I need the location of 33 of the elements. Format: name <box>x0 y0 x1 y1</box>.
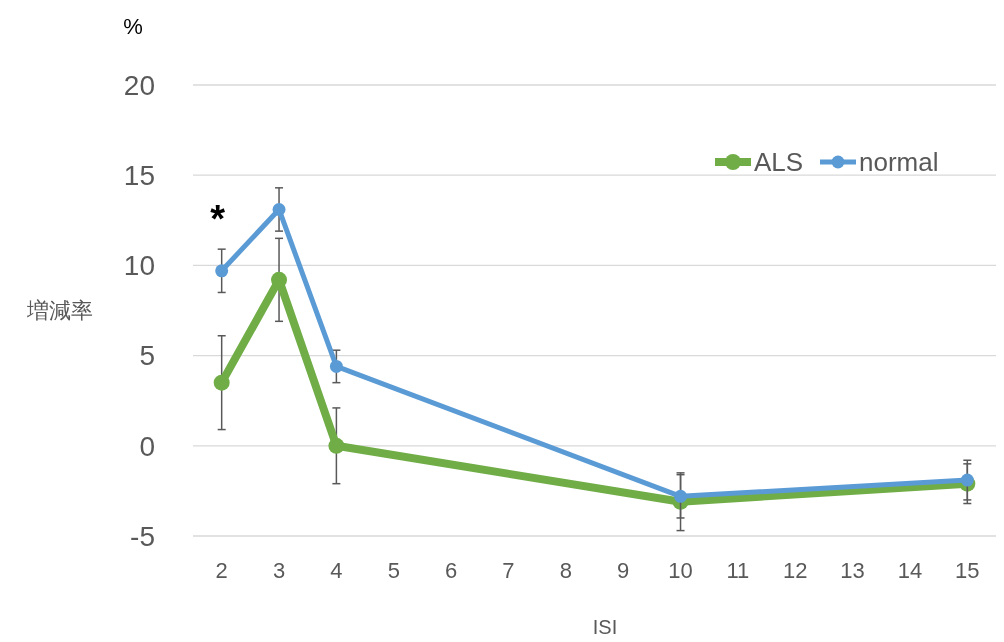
y-tick-label: -5 <box>130 520 155 552</box>
x-tick-label: 6 <box>444 558 458 583</box>
point <box>213 374 230 391</box>
x-tick-label: 10 <box>668 558 693 583</box>
point <box>674 489 688 503</box>
x-tick-label: 12 <box>783 558 808 583</box>
x-tick-label: 7 <box>502 558 515 583</box>
legend-label: normal <box>859 147 939 178</box>
x-axis-title: ISI <box>592 616 618 638</box>
x-tick-label: 2 <box>215 558 228 583</box>
point <box>328 437 345 454</box>
annotation: * <box>210 197 226 240</box>
x-tick-label: 3 <box>272 558 286 583</box>
x-tick-label: 5 <box>387 558 400 583</box>
x-tick-label: 8 <box>559 558 572 583</box>
point <box>272 202 286 216</box>
x-tick-label: 14 <box>897 558 923 583</box>
x-tick-label: 9 <box>617 558 630 583</box>
y-tick-label: 5 <box>139 340 155 372</box>
point <box>329 359 343 373</box>
legend-label: ALS <box>754 147 804 178</box>
point <box>960 473 974 487</box>
point <box>215 264 229 278</box>
y-tick-label: 20 <box>123 69 155 101</box>
x-tick-label: 13 <box>840 558 865 583</box>
x-tick-label: 11 <box>726 558 750 583</box>
y-tick-label: 15 <box>123 160 155 191</box>
y-axis-title: 増減率 <box>26 298 93 323</box>
y-tick-label: 0 <box>139 430 155 462</box>
y-tick-label: 10 <box>123 250 155 282</box>
text: % <box>123 14 143 39</box>
x-tick-label: 4 <box>330 558 343 583</box>
x-tick-label: 15 <box>955 558 980 583</box>
